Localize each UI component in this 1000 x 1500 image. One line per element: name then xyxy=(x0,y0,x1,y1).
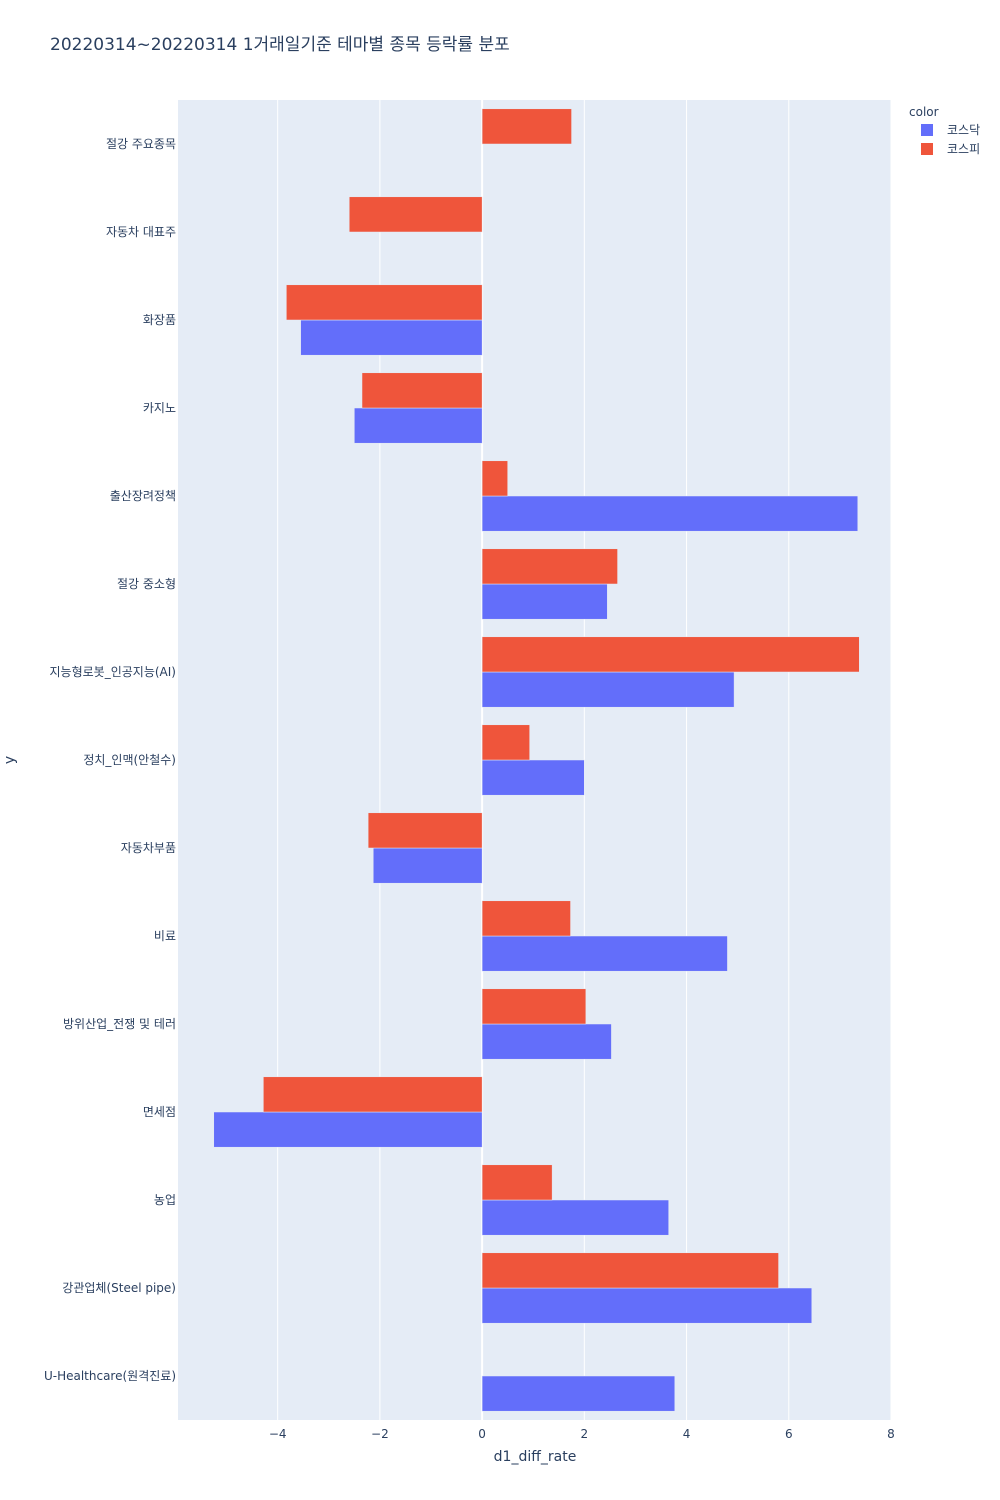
bar-kospi xyxy=(481,108,572,145)
x-tick-label: 0 xyxy=(478,1427,486,1441)
bar-kosdaq xyxy=(481,1287,813,1324)
bar-kospi xyxy=(286,284,483,321)
chart-title: 20220314~20220314 1거래일기준 테마별 종목 등락률 분포 xyxy=(50,35,510,55)
y-tick-label: 출산장려정책 xyxy=(110,488,176,503)
bar-kosdaq xyxy=(481,1199,669,1236)
bar-kospi xyxy=(263,1076,483,1113)
bar-kosdaq xyxy=(481,671,735,708)
y-tick-label: 자동차부품 xyxy=(121,841,176,855)
y-tick-label: 절강 중소형 xyxy=(117,577,176,591)
bar-kospi xyxy=(481,636,860,673)
bars xyxy=(213,108,860,1412)
y-tick-label: 화장품 xyxy=(143,313,176,327)
legend-swatch xyxy=(921,124,933,136)
x-tick-label: 6 xyxy=(785,1427,793,1441)
bar-kospi xyxy=(361,372,483,409)
x-tick-labels: −4 −2 0 2 4 6 8 xyxy=(269,1427,895,1441)
y-tick-label: 면세점 xyxy=(143,1105,176,1119)
legend-swatch xyxy=(921,143,933,155)
bar-kospi xyxy=(481,1164,553,1201)
x-axis-title: d1_diff_rate xyxy=(494,1449,577,1465)
legend-label: 코스닥 xyxy=(947,123,980,137)
bar-kospi xyxy=(481,1252,779,1289)
bar-kosdaq xyxy=(213,1111,483,1148)
y-tick-label: U-Healthcare(원격진료) xyxy=(44,1369,176,1383)
bar-kospi xyxy=(481,724,530,761)
bar-kospi xyxy=(481,988,587,1025)
legend-title: color xyxy=(909,105,939,119)
bar-kospi xyxy=(348,196,483,233)
y-tick-label: 농업 xyxy=(154,1193,176,1207)
y-tick-label: 비료 xyxy=(154,929,176,943)
bar-kosdaq xyxy=(481,759,585,796)
x-tick-label: 8 xyxy=(887,1427,895,1441)
legend-label: 코스피 xyxy=(947,142,980,156)
x-tick-label: −4 xyxy=(269,1427,287,1441)
bar-kospi xyxy=(481,460,508,497)
y-tick-label: 절강 주요종목 xyxy=(106,137,176,151)
bar-kosdaq xyxy=(300,319,483,356)
y-tick-label: 강관업체(Steel pipe) xyxy=(62,1281,176,1295)
bar-kosdaq xyxy=(481,583,608,620)
y-tick-label: 지능형로봇_인공지능(AI) xyxy=(50,665,176,679)
y-tick-label: 자동차 대표주 xyxy=(106,225,176,239)
bar-kosdaq xyxy=(481,495,859,532)
bar-kosdaq xyxy=(354,407,483,444)
bar-kospi xyxy=(367,812,483,849)
bar-kosdaq xyxy=(481,935,728,972)
y-tick-label: 방위산업_전쟁 및 테러 xyxy=(63,1017,176,1031)
y-axis-title: y xyxy=(2,756,18,764)
bar-kospi xyxy=(481,900,571,937)
y-tick-label: 카지노 xyxy=(143,401,176,415)
x-tick-label: −2 xyxy=(371,1427,389,1441)
bar-kosdaq xyxy=(481,1375,676,1412)
x-tick-label: 2 xyxy=(581,1427,589,1441)
bar-kosdaq xyxy=(481,1023,612,1060)
y-tick-label: 정치_인맥(안철수) xyxy=(83,753,176,767)
x-tick-label: 4 xyxy=(683,1427,691,1441)
bar-kospi xyxy=(481,548,618,585)
bar-kosdaq xyxy=(372,847,483,884)
